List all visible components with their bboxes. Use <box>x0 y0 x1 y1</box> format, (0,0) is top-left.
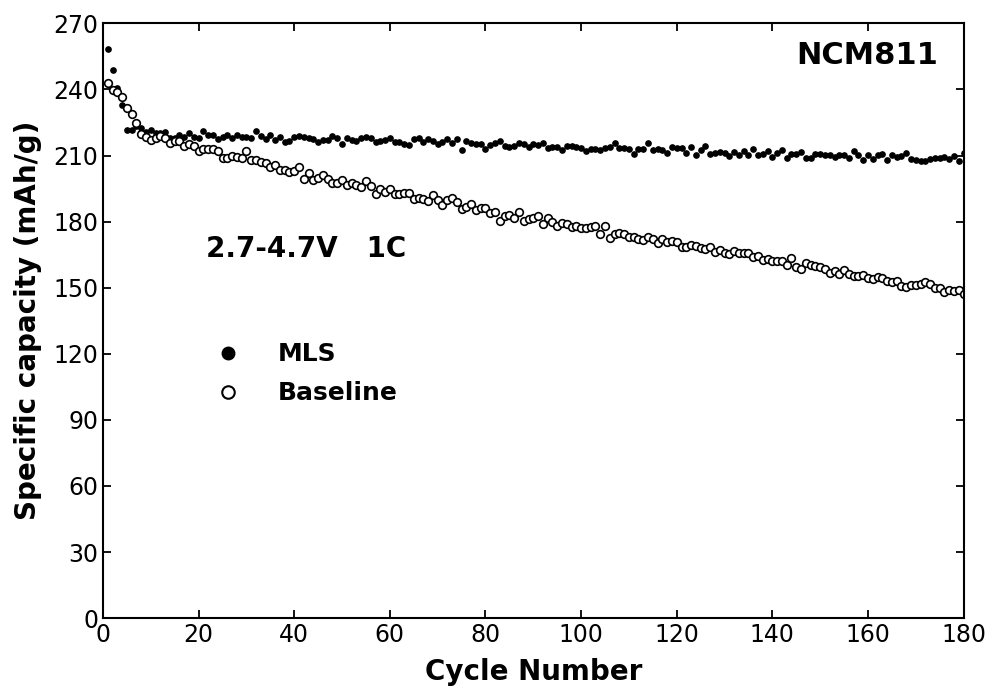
X-axis label: Cycle Number: Cycle Number <box>425 658 642 686</box>
Text: NCM811: NCM811 <box>796 41 938 70</box>
Text: 2.7-4.7V   1C: 2.7-4.7V 1C <box>206 235 407 263</box>
Y-axis label: Specific capacity (mAh/g): Specific capacity (mAh/g) <box>14 121 42 521</box>
Legend: MLS, Baseline: MLS, Baseline <box>193 332 408 415</box>
